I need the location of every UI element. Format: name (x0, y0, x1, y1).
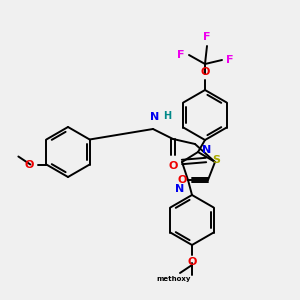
Text: N: N (150, 112, 160, 122)
Text: H: H (163, 111, 171, 121)
Text: O: O (168, 161, 178, 171)
Text: N: N (175, 184, 184, 194)
Text: O: O (200, 67, 210, 77)
Text: F: F (226, 55, 233, 65)
Text: F: F (203, 32, 211, 42)
Text: O: O (25, 160, 34, 170)
Text: O: O (187, 257, 197, 267)
Text: S: S (212, 155, 220, 165)
Text: methoxy: methoxy (157, 276, 191, 282)
Text: O: O (178, 175, 187, 185)
Text: N: N (202, 145, 211, 155)
Text: F: F (178, 50, 185, 60)
